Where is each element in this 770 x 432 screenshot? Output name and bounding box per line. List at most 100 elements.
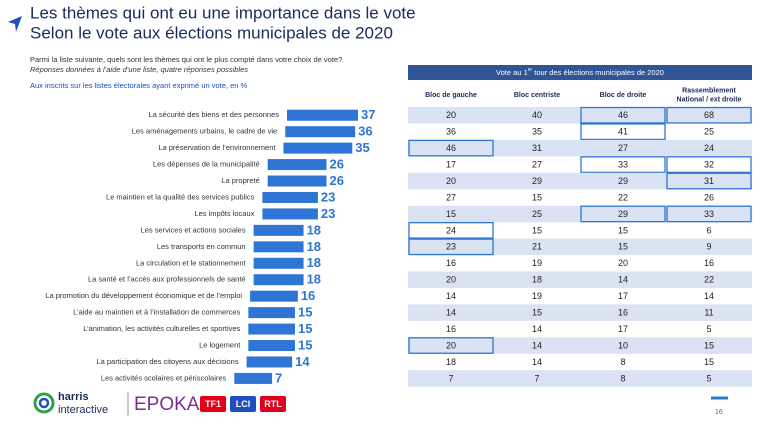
channel-logo: [200, 396, 226, 412]
category-label: L’aide au maintien et à l’installation d…: [73, 308, 240, 317]
table-cell: 35: [532, 127, 542, 137]
category-label: La sécurité des biens et des personnes: [149, 110, 280, 119]
highlight-box: [580, 156, 666, 173]
category-label: Le maintien et la qualité des services p…: [106, 192, 255, 201]
bar: [253, 241, 304, 253]
table-cell: 14: [532, 340, 542, 350]
highlight-box: [666, 106, 752, 124]
table-cell: 15: [618, 225, 628, 235]
category-label: La circulation et le stationnement: [136, 258, 247, 267]
table-cell: 25: [532, 209, 542, 219]
table-cell: 40: [532, 110, 542, 120]
category-label: Les dépenses de la municipalité: [153, 160, 260, 169]
value-label: 16: [301, 288, 315, 303]
value-label: 7: [275, 370, 282, 385]
table-cell: 8: [620, 357, 625, 367]
bar: [234, 372, 273, 384]
value-label: 26: [329, 173, 343, 188]
arrow-icon: [8, 16, 22, 32]
bar: [267, 159, 327, 171]
subtitle: Selon le vote aux élections municipales …: [30, 23, 393, 42]
note: Réponses données à l’aide d’une liste, q…: [30, 65, 248, 74]
logo-text: harris: [58, 391, 89, 403]
category-label: Les impôts locaux: [194, 209, 254, 218]
value-label: 14: [295, 354, 310, 369]
table-cell: 6: [706, 225, 711, 235]
highlight-box: [408, 337, 494, 354]
value-label: 35: [355, 140, 369, 155]
row-band: [408, 304, 752, 321]
highlight-box: [666, 205, 752, 223]
table-cell: 29: [618, 176, 628, 186]
table-cell: 24: [704, 143, 714, 153]
category-label: La propreté: [221, 176, 259, 185]
table-cell: 68: [704, 110, 714, 120]
highlight-box: [580, 106, 666, 124]
column-header: National / ext droite: [677, 96, 742, 103]
table-cell: 20: [618, 258, 628, 268]
page-number: 16: [715, 409, 723, 416]
table-cell: 15: [618, 242, 628, 252]
value-label: 37: [361, 107, 375, 122]
bar: [253, 257, 304, 269]
table-cell: 14: [618, 275, 628, 285]
table-cell: 33: [618, 159, 628, 169]
table-cell: 11: [704, 308, 713, 318]
table-cell: 22: [618, 192, 628, 202]
question: Parmi la liste suivante, quels sont les …: [30, 55, 342, 64]
category-label: La préservation de l’environnement: [158, 143, 276, 152]
highlight-box: [580, 123, 666, 141]
table-cell: 29: [532, 176, 542, 186]
table-cell: 16: [618, 308, 628, 318]
category-label: L’animation, les activités culturelles e…: [83, 324, 240, 333]
table-cell: 20: [446, 176, 456, 186]
table-cell: 18: [532, 275, 542, 285]
bar: [253, 274, 304, 286]
table-cell: 19: [532, 258, 542, 268]
bar: [253, 224, 304, 236]
category-label: Les activités scolaires et périscolaires: [101, 373, 227, 382]
highlight-box: [666, 156, 752, 173]
table-cell: 16: [446, 258, 456, 268]
category-label: Les services et actions sociales: [141, 225, 246, 234]
channel-logo: [230, 396, 256, 412]
table-cell: 5: [706, 324, 711, 334]
table-cell: 15: [704, 340, 714, 350]
table-cell: 20: [446, 275, 456, 285]
row-band: [408, 271, 752, 288]
table-cell: 7: [534, 373, 539, 383]
table-cell: 33: [704, 209, 714, 219]
bar: [248, 323, 295, 335]
table-cell: 31: [704, 176, 714, 186]
row-band: [408, 139, 752, 157]
table-cell: 15: [532, 192, 542, 202]
value-label: 23: [321, 189, 335, 204]
channel-logo: [260, 396, 286, 412]
channel-name: RTL: [264, 399, 282, 409]
value-label: 23: [321, 206, 335, 221]
partner-logo: EPOKA: [134, 394, 200, 415]
table-cell: 14: [532, 324, 542, 334]
table-cell: 26: [704, 192, 714, 202]
bar: [283, 142, 353, 154]
value-label: 18: [307, 222, 321, 237]
table-cell: 31: [532, 143, 542, 153]
table-cell: 18: [446, 357, 456, 367]
table-cell: 23: [446, 242, 456, 252]
table-cell: 21: [532, 242, 542, 252]
bar: [287, 109, 358, 121]
table-cell: 17: [618, 291, 628, 301]
table-cell: 15: [704, 357, 714, 367]
base: Aux inscrits sur les listes électorales …: [30, 81, 248, 90]
table-cell: 7: [448, 373, 453, 383]
logo-ring: [38, 397, 50, 409]
channel-name: LCI: [236, 399, 251, 409]
category-label: Le logement: [199, 341, 241, 350]
table-cell: 17: [446, 159, 456, 169]
category-label: La promotion du développement économique…: [45, 291, 242, 300]
highlight-box: [408, 221, 494, 239]
table-cell: 24: [446, 225, 456, 235]
category-label: La santé et l’accès aux professionnels d…: [88, 275, 246, 284]
row-band: [408, 107, 752, 124]
